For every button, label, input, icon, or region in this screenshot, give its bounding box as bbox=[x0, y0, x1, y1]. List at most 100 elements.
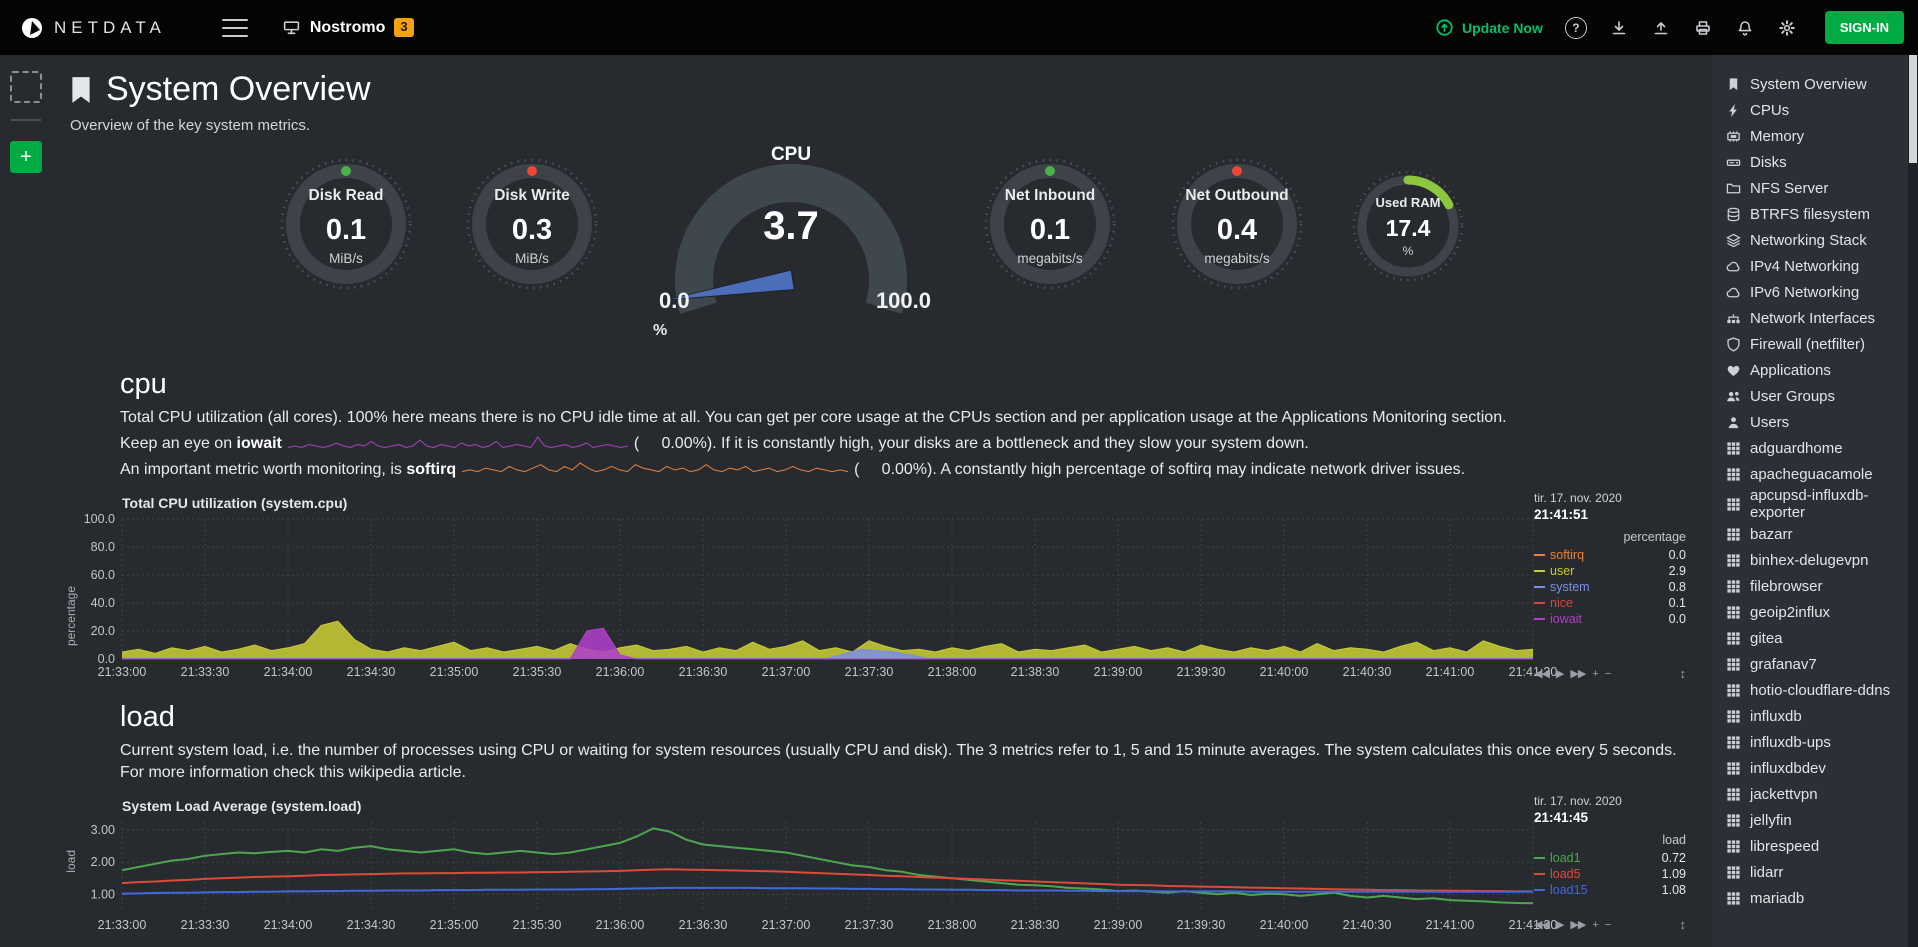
chart-play-button[interactable]: ▶ bbox=[1555, 919, 1565, 932]
node-selector[interactable]: Nostromo 3 bbox=[282, 18, 414, 37]
gauge-cpu[interactable]: CPU 3.7 0.0 100.0 % bbox=[623, 142, 959, 357]
svg-text:0.0: 0.0 bbox=[98, 652, 115, 666]
sidebar-item-networking-stack[interactable]: Networking Stack bbox=[1726, 227, 1904, 253]
chart-zoom-out-button[interactable]: − bbox=[1604, 918, 1612, 931]
add-chart-button[interactable]: + bbox=[10, 141, 42, 173]
page-scrollbar bbox=[1908, 55, 1918, 947]
svg-text:21:40:00: 21:40:00 bbox=[1260, 665, 1309, 679]
sidebar-item-cpus[interactable]: CPUs bbox=[1726, 97, 1904, 123]
alarms-badge: 3 bbox=[394, 18, 414, 37]
sidebar-item-apcupsd-influxdb-exporter[interactable]: apcupsd-influxdb-exporter bbox=[1726, 487, 1904, 521]
sidebar-item-apacheguacamole[interactable]: apacheguacamole bbox=[1726, 461, 1904, 487]
sidebar-item-jackettvpn[interactable]: jackettvpn bbox=[1726, 781, 1904, 807]
sidebar-item-influxdb[interactable]: influxdb bbox=[1726, 703, 1904, 729]
chart-zoom-in-button[interactable]: + bbox=[1592, 667, 1599, 680]
svg-text:100.0: 100.0 bbox=[84, 512, 115, 526]
sidebar-item-bazarr[interactable]: bazarr bbox=[1726, 521, 1904, 547]
legend-series-name: system bbox=[1550, 580, 1590, 595]
sidebar-item-applications[interactable]: Applications bbox=[1726, 357, 1904, 383]
sidebar-item-system-overview[interactable]: System Overview bbox=[1726, 71, 1904, 97]
legend-item-iowait[interactable]: iowait 0.0 bbox=[1534, 611, 1686, 627]
gauge-value: 0.1 bbox=[1029, 214, 1071, 247]
print-button[interactable] bbox=[1693, 18, 1713, 38]
gauge-used-ram[interactable]: Used RAM 17.4 % bbox=[1348, 166, 1468, 286]
grid-icon bbox=[1726, 631, 1741, 646]
gauge-disk-read[interactable]: Disk Read 0.1 MiB/s bbox=[276, 154, 416, 294]
sign-in-button[interactable]: SIGN-IN bbox=[1824, 11, 1904, 44]
chart-pan-left-button[interactable]: ◀◀ bbox=[1534, 668, 1550, 681]
svg-text:21:36:00: 21:36:00 bbox=[596, 918, 645, 932]
alarms-button[interactable] bbox=[1735, 18, 1755, 38]
legend-item-load15[interactable]: load15 1.08 bbox=[1534, 882, 1686, 898]
softirq-sparkline[interactable] bbox=[462, 461, 849, 477]
iowait-sparkline[interactable] bbox=[287, 435, 628, 451]
chart-resize-handle[interactable]: ↕ bbox=[1679, 917, 1687, 933]
chart-resize-handle[interactable]: ↕ bbox=[1679, 666, 1687, 682]
sidebar-item-gitea[interactable]: gitea bbox=[1726, 625, 1904, 651]
scrollbar-thumb[interactable] bbox=[1909, 55, 1917, 163]
gauge-label: Used RAM bbox=[1375, 195, 1441, 211]
sidebar-item-lidarr[interactable]: lidarr bbox=[1726, 859, 1904, 885]
legend-swatch bbox=[1534, 586, 1545, 589]
legend-series-value: 1.09 bbox=[1661, 867, 1686, 882]
gauge-net-outbound[interactable]: Net Outbound 0.4 megabits/s bbox=[1167, 154, 1307, 294]
settings-button[interactable] bbox=[1777, 18, 1797, 38]
legend-item-load5[interactable]: load5 1.09 bbox=[1534, 866, 1686, 882]
svg-text:21:33:00: 21:33:00 bbox=[98, 665, 147, 679]
sidebar-item-jellyfin[interactable]: jellyfin bbox=[1726, 807, 1904, 833]
highlight-selection-tool[interactable] bbox=[10, 71, 42, 103]
chart-play-button[interactable]: ▶ bbox=[1555, 668, 1565, 681]
sidebar-item-librespeed[interactable]: librespeed bbox=[1726, 833, 1904, 859]
gauge-net-inbound[interactable]: Net Inbound 0.1 megabits/s bbox=[980, 154, 1120, 294]
sidebar-item-memory[interactable]: Memory bbox=[1726, 123, 1904, 149]
svg-text:21:36:30: 21:36:30 bbox=[679, 665, 728, 679]
sidebar-item-influxdbdev[interactable]: influxdbdev bbox=[1726, 755, 1904, 781]
sidebar-item-binhex-delugevpn[interactable]: binhex-delugevpn bbox=[1726, 547, 1904, 573]
sidebar-item-grafanav7[interactable]: grafanav7 bbox=[1726, 651, 1904, 677]
sidebar-item-mariadb[interactable]: mariadb bbox=[1726, 885, 1904, 911]
wikipedia-link[interactable]: this wikipedia article. bbox=[319, 764, 466, 782]
update-now-button[interactable]: Update Now bbox=[1435, 18, 1543, 37]
chart-zoom-out-button[interactable]: − bbox=[1604, 667, 1612, 680]
sidebar-item-disks[interactable]: Disks bbox=[1726, 149, 1904, 175]
sidebar-item-user-groups[interactable]: User Groups bbox=[1726, 383, 1904, 409]
legend-item-nice[interactable]: nice 0.1 bbox=[1534, 595, 1686, 611]
export-snapshot-button[interactable] bbox=[1651, 18, 1671, 38]
page-title: System Overview bbox=[106, 70, 371, 108]
chart-pan-left-button[interactable]: ◀◀ bbox=[1534, 919, 1550, 932]
svg-text:80.0: 80.0 bbox=[91, 540, 115, 554]
legend-item-user[interactable]: user 2.9 bbox=[1534, 563, 1686, 579]
cpu-section-heading: cpu bbox=[120, 368, 167, 401]
sidebar-item-btrfs-filesystem[interactable]: BTRFS filesystem bbox=[1726, 201, 1904, 227]
legend-item-system[interactable]: system 0.8 bbox=[1534, 579, 1686, 595]
sidebar-item-hotio-cloudflare-ddns[interactable]: hotio-cloudflare-ddns bbox=[1726, 677, 1904, 703]
help-button[interactable]: ? bbox=[1564, 16, 1587, 39]
sidebar-item-geoip2influx[interactable]: geoip2influx bbox=[1726, 599, 1904, 625]
legend-item-load1[interactable]: load1 0.72 bbox=[1534, 850, 1686, 866]
sidebar-item-network-interfaces[interactable]: Network Interfaces bbox=[1726, 305, 1904, 331]
menu-toggle-button[interactable] bbox=[221, 18, 248, 37]
chart-pan-right-button[interactable]: ▶▶ bbox=[1570, 668, 1586, 681]
sidebar-item-adguardhome[interactable]: adguardhome bbox=[1726, 435, 1904, 461]
sidebar-item-ipv4-networking[interactable]: IPv4 Networking bbox=[1726, 253, 1904, 279]
sidebar-item-label: influxdbdev bbox=[1750, 759, 1826, 777]
chart-pan-right-button[interactable]: ▶▶ bbox=[1570, 919, 1586, 932]
legend-item-softirq[interactable]: softirq 0.0 bbox=[1534, 547, 1686, 563]
legend-unit-header: load bbox=[1662, 833, 1686, 848]
cpu-chart-canvas[interactable]: 100.0 80.0 60.0 40.0 20.0 0.021:33:00 21:33:30… bbox=[84, 512, 1558, 685]
import-snapshot-button[interactable] bbox=[1609, 18, 1629, 38]
sidebar-item-users[interactable]: Users bbox=[1726, 409, 1904, 435]
gauge-disk-write[interactable]: Disk Write 0.3 MiB/s bbox=[462, 154, 602, 294]
load-chart-canvas[interactable]: 3.00 2.00 1.00 21:33:00 21:33:30 21:34:00 21:3… bbox=[84, 816, 1557, 936]
softirq-suffix: A constantly high percentage of softirq … bbox=[936, 461, 1466, 479]
sidebar-item-nfs-server[interactable]: NFS Server bbox=[1726, 175, 1904, 201]
chart-zoom-in-button[interactable]: + bbox=[1592, 918, 1599, 931]
sidebar-item-ipv6-networking[interactable]: IPv6 Networking bbox=[1726, 279, 1904, 305]
sidebar-item-filebrowser[interactable]: filebrowser bbox=[1726, 573, 1904, 599]
sidebar-item-influxdb-ups[interactable]: influxdb-ups bbox=[1726, 729, 1904, 755]
netdata-logo[interactable]: NETDATA bbox=[20, 16, 166, 40]
sidebar-item-firewall-netfilter[interactable]: Firewall (netfilter) bbox=[1726, 331, 1904, 357]
section-cpu: cpu Total CPU utilization (all cores). 1… bbox=[0, 368, 1712, 685]
gauge-label: Net Outbound bbox=[1185, 187, 1289, 205]
netdata-logo-icon bbox=[22, 17, 42, 38]
